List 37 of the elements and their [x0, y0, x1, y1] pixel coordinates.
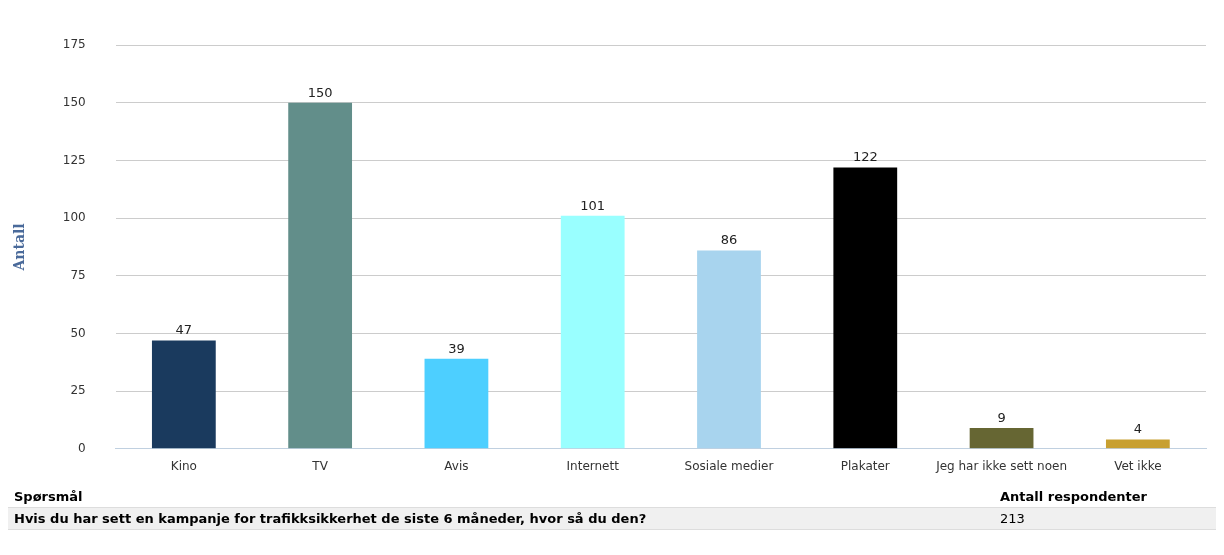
bar: [424, 358, 489, 449]
data-label: 86: [720, 232, 738, 248]
bar: [1105, 439, 1170, 449]
text: Spørsmål: [13, 488, 84, 506]
y-tick-label: 75: [70, 267, 86, 282]
data-label: 9: [997, 409, 1006, 425]
x-tick-label: Jeg har ikke sett noen: [935, 459, 1067, 474]
x-tick-label: Avis: [444, 459, 469, 474]
data-label: 39: [448, 340, 465, 356]
y-tick-label: 150: [62, 94, 86, 109]
y-tick-label: 50: [70, 325, 86, 340]
x-tick-label: Sosiale medier: [684, 459, 774, 474]
y-tick-label: 175: [62, 37, 86, 52]
y-tick-label: 0: [78, 440, 86, 455]
bar: [151, 340, 216, 449]
bar: [833, 167, 898, 449]
x-tick-label: TV: [311, 459, 329, 474]
data-label: 47: [175, 322, 193, 338]
bar: [560, 215, 625, 449]
bar: [288, 102, 353, 449]
y-tick-label: 125: [62, 152, 86, 167]
bar: [697, 250, 761, 449]
x-tick-label: Plakater: [840, 459, 890, 474]
x-tick-label: Internett: [566, 459, 620, 474]
bar: [969, 428, 1034, 449]
x-tick-label: Vet ikke: [1114, 459, 1162, 474]
data-label: 122: [852, 149, 878, 165]
text: Antall respondenter: [999, 488, 1149, 506]
y-tick-label: 25: [70, 383, 86, 398]
x-tick-label: Kino: [170, 459, 197, 474]
data-label: 101: [580, 197, 606, 213]
y-tick-label: 100: [62, 210, 86, 225]
data-label: 150: [307, 84, 333, 100]
text: Hvis du har sett en kampanje for trafikksikkerhet de siste 6 måneder, hvor så du den?: [13, 510, 648, 528]
y-axis-title: Antall: [11, 223, 28, 272]
text: 213: [999, 510, 1026, 528]
data-label: 4: [1133, 421, 1142, 437]
